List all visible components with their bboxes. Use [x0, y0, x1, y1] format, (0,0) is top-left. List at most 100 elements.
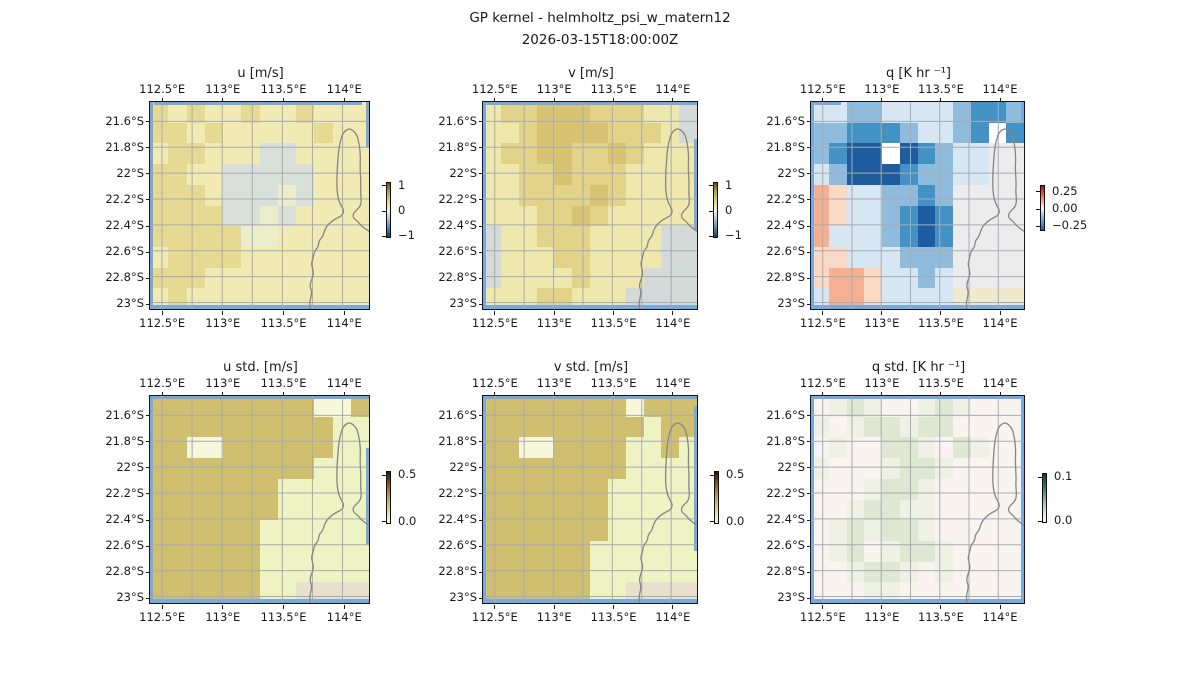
- heatmap-cell: [988, 102, 1007, 123]
- heatmap-cell: [953, 267, 971, 289]
- x-tick-mark: [613, 605, 615, 609]
- heatmap-cell: [679, 288, 697, 309]
- coastline-path: [310, 423, 349, 603]
- heatmap-cell: [811, 164, 829, 185]
- heatmap-cell: [350, 561, 369, 583]
- y-tick-mark: [146, 303, 150, 305]
- heatmap-cell: [204, 416, 223, 438]
- heatmap-cell: [846, 416, 865, 438]
- heatmap-cell: [661, 102, 680, 123]
- heatmap-cell: [168, 267, 187, 289]
- colorbar-tick-mark: [382, 235, 387, 237]
- heatmap-cell: [483, 226, 501, 247]
- ocean-edge-strip: [1021, 102, 1024, 123]
- heatmap-cell: [350, 184, 369, 206]
- heatmap-cell: [811, 561, 829, 583]
- heatmap-cell: [828, 122, 847, 144]
- heatmap-cell: [536, 267, 555, 289]
- x-tick-label: 113°E: [205, 376, 241, 390]
- heatmap-cell: [536, 437, 555, 459]
- x-tick-label: 114°E: [326, 82, 362, 96]
- colorbar-tick-label: 0.0: [726, 513, 745, 528]
- y-tick-mark: [807, 173, 811, 175]
- heatmap-cell: [899, 396, 918, 417]
- heatmap-cell: [536, 288, 555, 309]
- heatmap-cell: [483, 582, 501, 603]
- y-tick-mark: [146, 415, 150, 417]
- heatmap-cell: [953, 540, 971, 562]
- y-tick-mark: [146, 121, 150, 123]
- heatmap-cell: [970, 267, 989, 289]
- heatmap-cell: [811, 499, 829, 521]
- y-tick-mark: [146, 519, 150, 521]
- heatmap-cell: [899, 143, 918, 165]
- panel-title-q: q [K hr ⁻¹]: [886, 66, 951, 81]
- x-tick-label: 113°E: [205, 316, 241, 330]
- x-tick-label: 112.5°E: [139, 316, 186, 330]
- heatmap-cell: [572, 520, 590, 541]
- heatmap-cell: [970, 205, 989, 227]
- y-tick-label: 23°S: [449, 590, 477, 605]
- heatmap-cell: [882, 184, 900, 206]
- heatmap-cell: [970, 246, 989, 268]
- heatmap-cell: [500, 122, 519, 144]
- x-tick-label: 113.5°E: [590, 610, 637, 624]
- y-tick-label: 21.6°S: [438, 113, 477, 128]
- heatmap-grid: [150, 102, 369, 309]
- heatmap-cell: [828, 143, 847, 165]
- colorbar-tick-mark: [382, 185, 387, 187]
- heatmap-cell: [241, 246, 260, 268]
- heatmap-cell: [643, 499, 662, 521]
- heatmap-cell: [899, 499, 918, 521]
- heatmap-cell: [828, 561, 847, 583]
- heatmap-cell: [186, 437, 205, 459]
- heatmap-cell: [168, 416, 187, 438]
- x-tick-label: 114°E: [982, 82, 1018, 96]
- heatmap-cell: [590, 458, 608, 479]
- heatmap-cell: [518, 226, 537, 247]
- x-tick-mark: [881, 311, 883, 315]
- x-tick-mark: [672, 605, 674, 609]
- ocean-edge-strip: [811, 599, 1024, 603]
- heatmap-cell: [643, 561, 662, 583]
- heatmap-cell: [572, 478, 590, 500]
- heatmap-cell: [864, 226, 882, 247]
- heatmap-cell: [518, 184, 537, 206]
- heatmap-cell: [204, 122, 223, 144]
- ocean-edge-strip: [150, 305, 369, 309]
- heatmap-cell: [168, 561, 187, 583]
- heatmap-cell: [204, 184, 223, 206]
- x-tick-mark: [672, 311, 674, 315]
- heatmap-cell: [168, 540, 187, 562]
- heatmap-cell: [811, 102, 829, 123]
- y-tick-mark: [479, 467, 483, 469]
- x-tick-mark: [822, 605, 824, 609]
- x-tick-mark: [822, 311, 824, 315]
- heatmap-cell: [241, 102, 260, 123]
- heatmap-cell: [204, 267, 223, 289]
- heatmap-cell: [899, 246, 918, 268]
- heatmap-cell: [970, 143, 989, 165]
- y-tick-mark: [807, 251, 811, 253]
- heatmap-cell: [536, 143, 555, 165]
- ocean-edge-strip: [150, 396, 369, 399]
- heatmap-cell: [643, 184, 662, 206]
- heatmap-cell: [882, 520, 900, 541]
- x-tick-label: 114°E: [982, 376, 1018, 390]
- heatmap-cell: [204, 226, 223, 247]
- y-tick-mark: [807, 415, 811, 417]
- x-tick-mark: [672, 392, 674, 396]
- y-tick-label: 21.6°S: [766, 113, 805, 128]
- heatmap-cell: [350, 478, 369, 500]
- heatmap-cell: [223, 184, 242, 206]
- heatmap-cell: [846, 122, 865, 144]
- colorbar-tick-mark: [382, 521, 387, 523]
- heatmap-cell: [500, 164, 519, 185]
- y-tick-label: 21.8°S: [438, 433, 477, 448]
- heatmap-cell: [168, 288, 187, 309]
- heatmap-cell: [350, 520, 369, 541]
- heatmap-cell: [970, 561, 989, 583]
- heatmap-cell: [296, 396, 315, 417]
- heatmap-cell: [661, 246, 680, 268]
- heatmap-cell: [590, 288, 608, 309]
